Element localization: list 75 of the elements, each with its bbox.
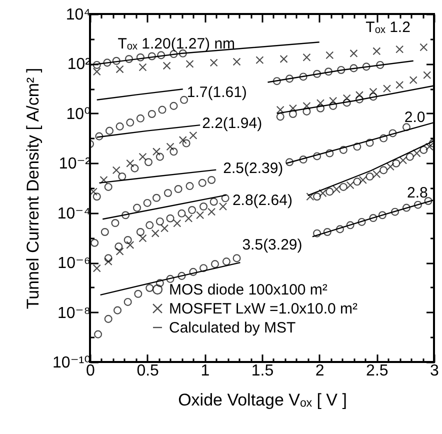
point <box>342 94 351 102</box>
legend-label: Calculated by MST <box>169 320 296 336</box>
point <box>386 162 394 171</box>
point <box>396 80 404 89</box>
y-tick-label: 10⁻² <box>58 156 92 173</box>
point <box>420 43 428 52</box>
point <box>409 76 418 84</box>
annotation: 2.5(2.39) <box>223 160 284 177</box>
point <box>372 47 381 56</box>
point <box>138 152 147 161</box>
annotation: 3.5(3.29) <box>242 236 302 254</box>
point <box>358 176 367 184</box>
x-tick-label: 0.5 <box>136 362 160 380</box>
point <box>210 58 218 67</box>
point <box>423 71 432 80</box>
point <box>166 142 174 151</box>
point <box>160 224 169 232</box>
point <box>382 84 391 93</box>
point <box>126 159 134 168</box>
legend-label: MOS diode 100x100 m² <box>169 282 328 298</box>
point <box>399 156 408 164</box>
point <box>116 65 124 74</box>
point <box>152 148 161 156</box>
point <box>372 170 381 178</box>
annotation: 2.8 <box>407 184 428 202</box>
point <box>369 88 378 96</box>
point <box>280 54 288 63</box>
point <box>412 149 421 158</box>
point <box>178 136 187 144</box>
point <box>100 176 108 184</box>
annotation: Tₒₓ 1.2 <box>366 19 410 36</box>
point <box>332 185 341 194</box>
annotation: 2.2(1.94) <box>202 115 262 132</box>
point <box>329 96 338 105</box>
point <box>326 51 334 60</box>
point <box>350 49 358 58</box>
x-tick-label: 3 <box>430 362 440 380</box>
point <box>138 63 147 72</box>
point <box>302 102 311 110</box>
point <box>316 99 324 108</box>
y-tick-label: 10² <box>67 56 92 74</box>
y-tick-label: 10⁻⁸ <box>58 304 90 322</box>
point <box>90 188 98 196</box>
legend-label: MOSFET LxW =1.0x10.0 m² <box>169 300 358 318</box>
annotation: Tₒₓ 1.20(1.27) nm <box>118 35 236 52</box>
x-axis-title: Oxide Voltage Vₒₓ [ V ] <box>178 390 347 410</box>
point <box>302 53 311 62</box>
y-axis-title: Tunnel Current Density [ A/cm² ] <box>24 68 43 310</box>
point <box>186 60 194 68</box>
point <box>151 229 160 238</box>
point <box>232 58 241 66</box>
point <box>396 45 404 54</box>
y-tick-label: 10⁻⁶ <box>58 255 90 272</box>
point <box>104 258 112 266</box>
x-tick-label: 2 <box>315 362 324 380</box>
annotation: 2.0 <box>404 109 426 126</box>
point <box>138 234 147 242</box>
annotation: 1.7(1.61) <box>186 84 247 102</box>
point <box>92 264 101 272</box>
point <box>355 91 364 100</box>
point <box>92 68 101 76</box>
point <box>318 189 327 198</box>
x-tick-label: 1.5 <box>251 362 274 380</box>
point <box>162 62 171 70</box>
point <box>189 131 198 140</box>
y-tick-label: 10⁴ <box>66 6 91 24</box>
y-tick-label: 10⁻⁴ <box>57 205 91 222</box>
x-tick-label: 1 <box>200 362 210 380</box>
point <box>256 56 264 64</box>
x-tick-label: 2.5 <box>366 362 388 380</box>
point <box>112 166 120 174</box>
point <box>276 106 284 114</box>
annotation: 2.8(2.64) <box>232 192 292 210</box>
point <box>346 181 354 190</box>
point <box>288 104 297 112</box>
